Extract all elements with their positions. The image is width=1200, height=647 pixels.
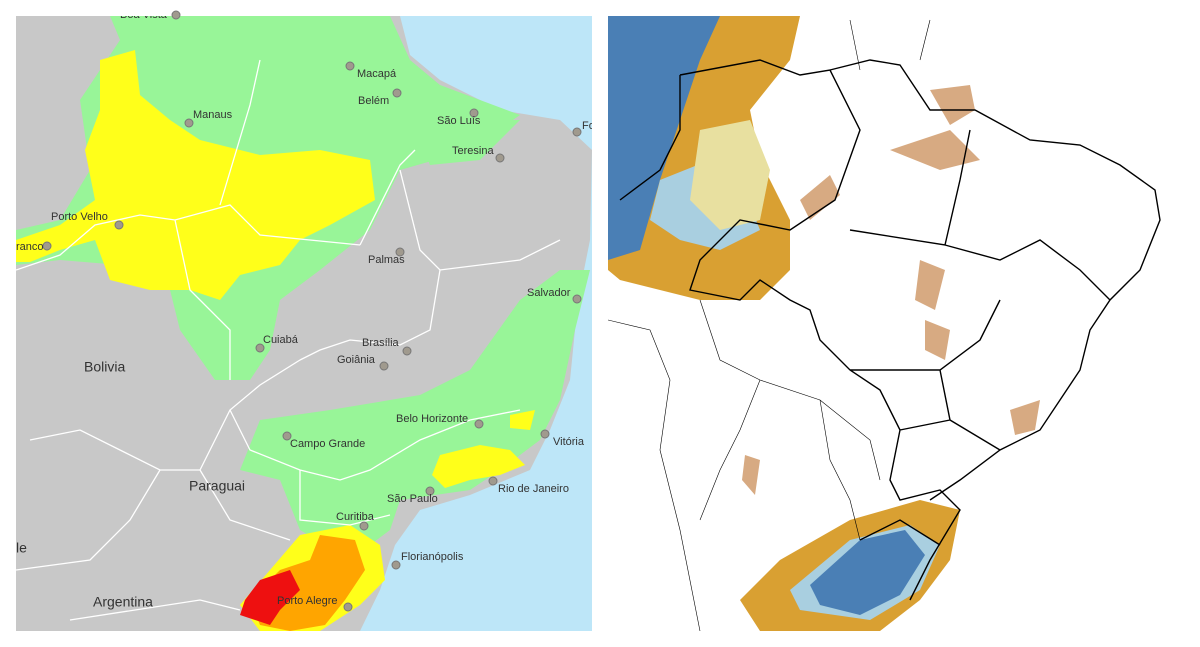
- city-dot: [469, 108, 479, 118]
- city-label: Goiânia: [337, 354, 376, 366]
- yellow-area: [432, 445, 525, 488]
- city-dot: [171, 10, 181, 20]
- city-label: Porto Velho: [51, 211, 108, 223]
- city-dot: [42, 241, 52, 251]
- city-dot: [572, 127, 582, 137]
- city-dot: [345, 61, 355, 71]
- city-dot: [114, 220, 124, 230]
- blue-area: [810, 530, 925, 615]
- city-dot: [488, 476, 498, 486]
- city-label: São Luís: [437, 115, 481, 127]
- city-label: Florianópolis: [401, 551, 464, 563]
- city-label: Manaus: [193, 109, 233, 121]
- red-area: [240, 570, 300, 625]
- left-map: [16, 16, 592, 631]
- city-label: Fo: [582, 120, 595, 132]
- city-label: Macapá: [357, 68, 397, 80]
- city-dot: [379, 361, 389, 371]
- city-label: Belém: [358, 95, 389, 107]
- city-dot: [184, 118, 194, 128]
- city-dot: [495, 153, 505, 163]
- city-dot: [402, 346, 412, 356]
- green-area: [420, 120, 520, 165]
- yellow-area: [510, 410, 535, 430]
- city-dot: [474, 419, 484, 429]
- city-dot: [540, 429, 550, 439]
- city-label: Boa Vista: [120, 9, 168, 21]
- city-label: Campo Grande: [290, 438, 365, 450]
- city-dot: [395, 247, 405, 257]
- city-dot: [359, 521, 369, 531]
- country-label: Paraguai: [189, 478, 245, 494]
- tan-area: [742, 85, 1040, 495]
- city-label: Cuiabá: [263, 334, 299, 346]
- country-label: Argentina: [93, 594, 153, 610]
- labels: Boa Vista Macapá Belém Manaus São Luís F…: [16, 9, 595, 610]
- city-label: São Paulo: [387, 493, 438, 505]
- city-dot: [343, 602, 353, 612]
- city-label: Brasília: [362, 337, 400, 349]
- city-dot: [282, 431, 292, 441]
- city-label: Porto Alegre: [277, 595, 338, 607]
- city-dot: [391, 560, 401, 570]
- city-label: Salvador: [527, 287, 571, 299]
- city-label: Curitiba: [336, 511, 375, 523]
- ocean: [360, 16, 592, 631]
- city-label: Rio de Janeiro: [498, 483, 569, 495]
- city-label: Teresina: [452, 145, 494, 157]
- right-map: [608, 16, 1184, 631]
- city-dot: [425, 486, 435, 496]
- city-label: Vitória: [553, 436, 585, 448]
- city-dot: [572, 294, 582, 304]
- city-label: Palmas: [368, 254, 405, 266]
- city-dots: [42, 10, 582, 612]
- country-label: Bolivia: [84, 359, 125, 375]
- blue-area: [608, 16, 720, 260]
- country-label: le: [16, 540, 27, 556]
- city-label: Belo Horizonte: [396, 413, 468, 425]
- paleyellow-area: [690, 120, 770, 230]
- city-dot: [255, 343, 265, 353]
- city-label: ranco: [16, 241, 44, 253]
- green-area: [240, 270, 590, 560]
- city-dot: [392, 88, 402, 98]
